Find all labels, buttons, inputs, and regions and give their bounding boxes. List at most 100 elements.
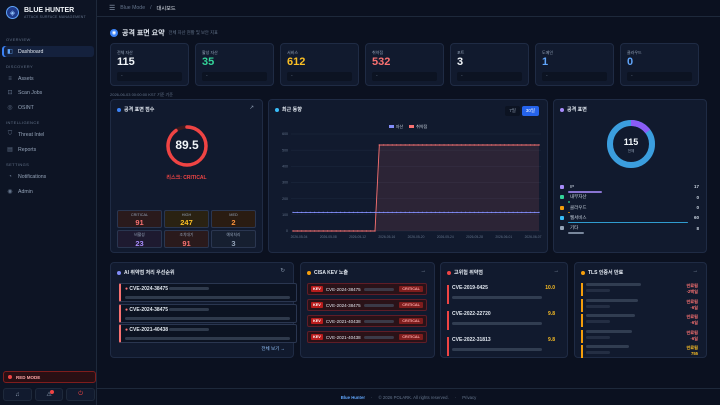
expand-icon[interactable]: ↗ [249, 105, 254, 111]
legend-row[interactable]: 기타 8 [560, 225, 699, 231]
legend-row[interactable]: IP 17 [560, 184, 699, 189]
expand-icon[interactable]: → [692, 268, 699, 274]
kev-item[interactable]: KEV CVE-2021-40438 CRITICAL [307, 315, 427, 327]
legend-vulns[interactable]: 취약점 [409, 124, 427, 130]
kpi-card[interactable]: 전체 자산 115 - [110, 43, 189, 86]
asset-point [361, 211, 363, 214]
asset-point [322, 211, 324, 214]
vuln-point [369, 230, 372, 232]
x-tick-label: 2026-05-28 [466, 235, 483, 239]
breadcrumb-blue-mode[interactable]: Blue Mode [120, 5, 146, 11]
asset-point [499, 211, 501, 214]
severity-label: 비활성 [134, 233, 145, 237]
legend-row[interactable]: 내부자산 0 [560, 194, 699, 200]
severity-cell[interactable]: 조치대기 91 [164, 230, 209, 248]
legend-swatch [560, 184, 564, 189]
legend-count: 60 [693, 215, 699, 221]
vuln-point [348, 230, 350, 232]
severity-cell[interactable]: HIGH 247 [164, 210, 209, 228]
kpi-card[interactable]: 클라우드 0 - [620, 43, 699, 86]
x-tick-label: 2026-06-01 [495, 235, 512, 239]
legend-row[interactable]: 웹서비스 60 [560, 215, 699, 221]
kev-item[interactable]: KEV CVE-2021-40438 CRITICAL [307, 331, 427, 343]
expand-icon[interactable]: → [553, 268, 560, 274]
sidebar-item-scan-jobs[interactable]: ⊡ Scan Jobs [2, 87, 94, 98]
sidebar-item-dashboard[interactable]: ◧ Dashboard [2, 46, 94, 57]
kpi-card[interactable]: 포트 3 - [450, 43, 529, 86]
asset-point [460, 211, 463, 214]
sidebar-item-label: Scan Jobs [18, 89, 43, 96]
donut-total: 115 [624, 137, 639, 147]
tls-item[interactable]: 만료됨 -6일 [581, 329, 698, 343]
x-tick-label: 2026-06-07 [525, 235, 542, 239]
tls-item[interactable]: 만료됨 -2백일 [581, 283, 698, 296]
breadcrumb-separator: / [150, 5, 152, 11]
tls-item[interactable]: 만료됨 -6일 [581, 314, 698, 327]
view-all-link[interactable]: 전체 보기 → [261, 346, 285, 351]
vuln-point [318, 230, 320, 232]
asset-point [318, 211, 320, 214]
menu-icon[interactable]: ☰ [109, 5, 116, 12]
sidebar-item-notifications[interactable]: ◔ Notifications [2, 171, 94, 182]
asset-point [486, 211, 488, 214]
sidebar-item-admin[interactable]: ◉ Admin [2, 186, 94, 197]
refresh-icon[interactable]: ↻ [280, 268, 285, 274]
kpi-value: 612 [287, 56, 306, 68]
asset-point [430, 211, 432, 214]
kev-item[interactable]: KEV CVE-2024-38475 CRITICAL [307, 299, 427, 311]
alert-icon [447, 270, 451, 275]
sidebar-item-threat-intel[interactable]: ⛉ Threat Intel [2, 129, 94, 140]
sidebar-item-assets[interactable]: ≡ Assets [2, 73, 94, 84]
asset-point [339, 211, 342, 214]
severity-cell[interactable]: MED 2 [211, 210, 256, 228]
vuln-item[interactable]: CVE-2022-22720 9.8 [447, 311, 555, 330]
red-mode-toggle[interactable]: RED MODE [3, 371, 96, 383]
ai-priority-item[interactable]: ● CVE-2021-40438 [119, 324, 297, 343]
kpi-card[interactable]: 취약점 532 - [365, 43, 444, 86]
vuln-point [486, 144, 488, 146]
notification-button[interactable]: ♫ [3, 388, 32, 401]
severity-cell[interactable]: 비활성 23 [117, 230, 162, 248]
x-tick-label: 2026-05-12 [349, 235, 366, 239]
legend-assets[interactable]: 자산 [388, 124, 403, 130]
kev-item[interactable]: KEV CVE-2024-38475 CRITICAL [307, 283, 427, 295]
legend-swatch [388, 125, 394, 129]
tls-item[interactable]: 만료됨 755 [581, 345, 698, 358]
ai-priority-item[interactable]: ● CVE-2024-38475 [119, 303, 297, 323]
brand[interactable]: ◈ BLUE HUNTER ATTACK SURFACE MANAGEMENT [6, 6, 86, 19]
legend-row[interactable]: 클라우드 0 [560, 205, 699, 211]
alerts-button[interactable]: ⚠ [34, 388, 64, 401]
vuln-point [430, 144, 432, 146]
ai-priority-item[interactable]: ● CVE-2024-38475 [119, 283, 297, 302]
cvss-score: 10.0 [545, 285, 555, 291]
panel-title: 공격 표면 [567, 107, 587, 113]
vuln-point [417, 144, 419, 146]
vuln-item[interactable]: CVE-2019-0425 10.0 [447, 285, 555, 304]
cve-id: CVE-2021-40438 [325, 334, 361, 340]
expand-icon[interactable]: → [420, 268, 427, 274]
vuln-point [413, 144, 415, 146]
legend-swatch [409, 125, 415, 129]
panel-title: 고위험 취약점 [454, 270, 483, 276]
severity-cell[interactable]: 예외처리 3 [211, 230, 256, 248]
kpi-card[interactable]: 활성 자산 35 - [195, 43, 274, 86]
severity-grid: CRITICAL 91 HIGH 247 MED 2 비활성 23 조치대기 91 예외처리 3 [117, 210, 257, 248]
asset-point [387, 211, 389, 214]
kpi-card[interactable]: 도메인 1 - [535, 43, 614, 86]
tab-30d[interactable]: 30일 [521, 106, 539, 116]
tls-item[interactable]: 만료됨 -6일 [581, 298, 698, 312]
score-gauge: 89.5 [166, 125, 208, 167]
legend-count: 8 [696, 225, 699, 231]
panel-title: TLS 인증서 만료 [588, 270, 624, 276]
severity-cell[interactable]: CRITICAL 91 [117, 210, 162, 228]
vuln-item[interactable]: CVE-2022-31813 9.8 [447, 337, 555, 356]
privacy-link[interactable]: Privacy [462, 394, 477, 400]
tab-7d[interactable]: 7일 [505, 106, 520, 116]
asset-point [443, 211, 445, 214]
legend-swatch [560, 195, 564, 200]
logout-button[interactable]: ⏻ [66, 388, 96, 401]
sidebar-item-reports[interactable]: ▤ Reports [2, 144, 94, 155]
kpi-card[interactable]: 서비스 612 - [280, 43, 359, 86]
legend-bar [568, 191, 602, 193]
sidebar-item-osint[interactable]: ◎ OSINT [2, 102, 94, 113]
